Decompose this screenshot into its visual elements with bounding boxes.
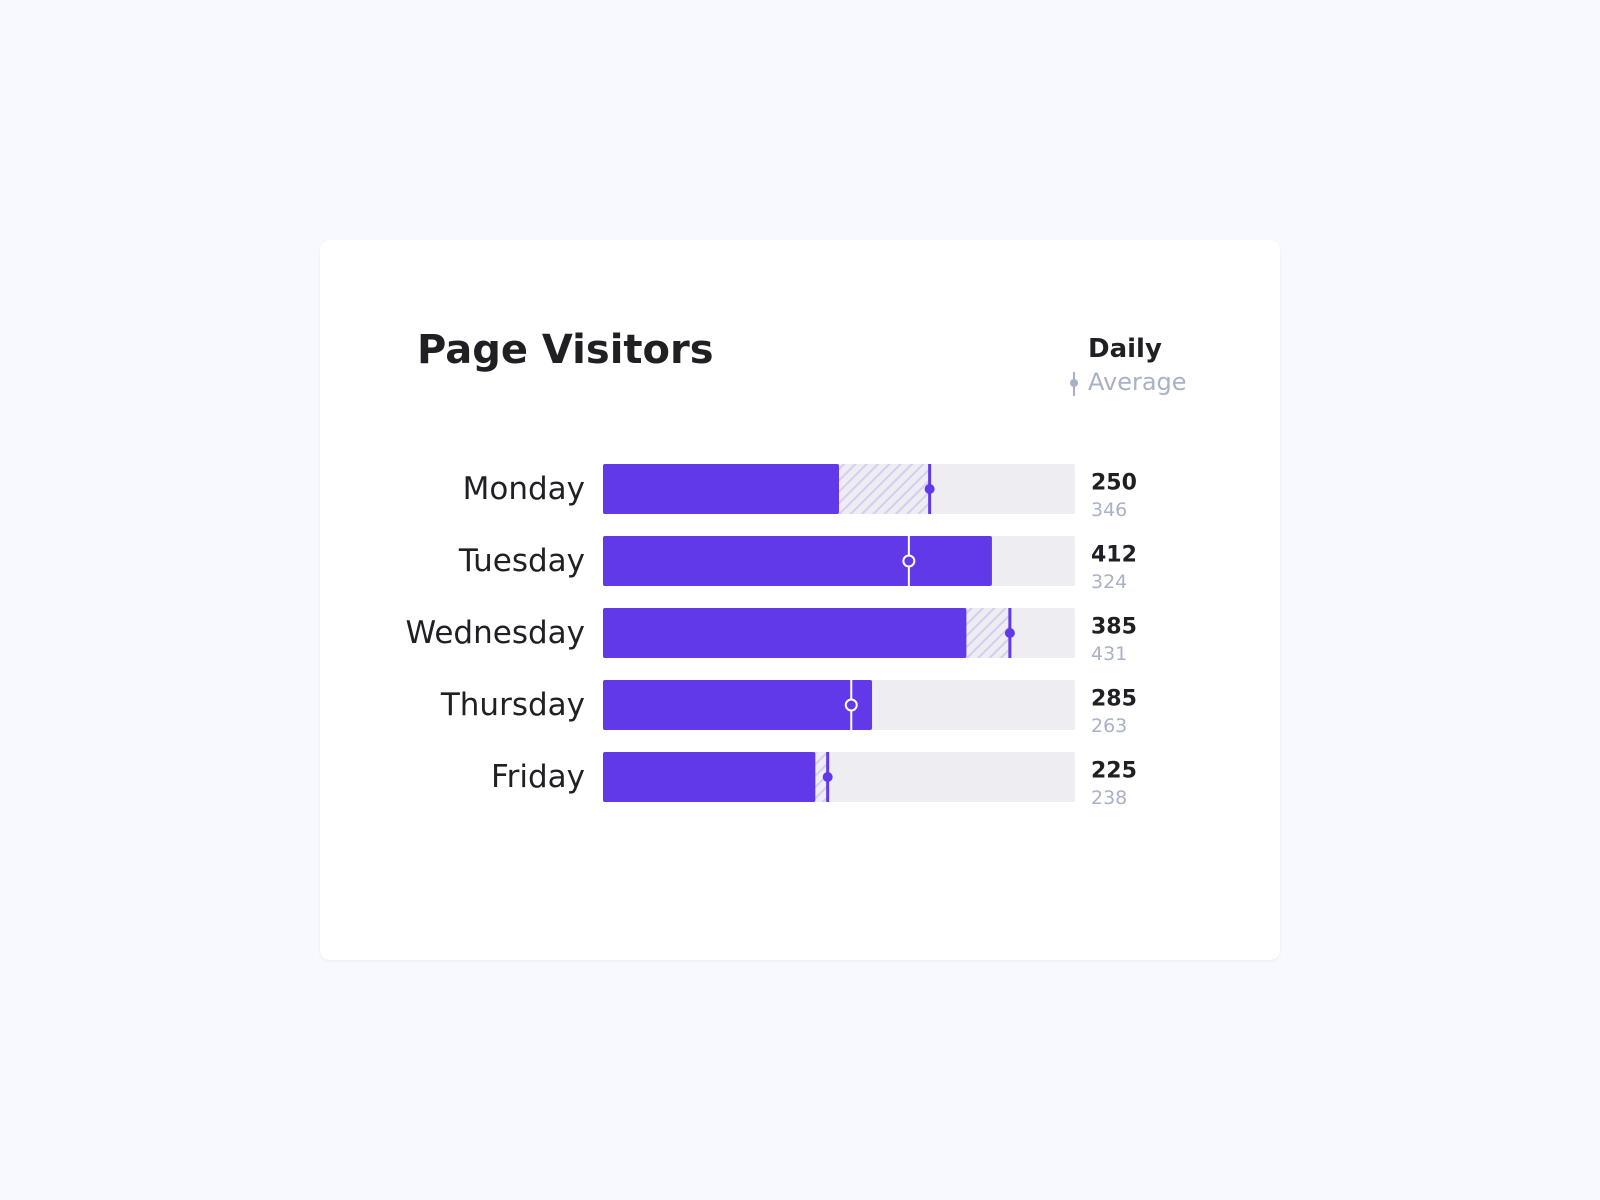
average-marker-icon [1070,372,1078,396]
daily-bar-friday [603,752,816,802]
average-value-wednesday: 431 [1091,643,1127,665]
average-gap-monday [839,464,930,514]
day-label-monday: Monday [463,471,585,507]
day-label-wednesday: Wednesday [406,615,585,651]
daily-value-wednesday: 385 [1091,615,1137,640]
chart-legend: Daily Average [1068,336,1248,416]
average-value-friday: 238 [1091,787,1127,809]
daily-value-friday: 225 [1091,759,1137,784]
daily-value-thursday: 285 [1091,687,1137,712]
average-value-tuesday: 324 [1091,571,1127,593]
average-gap-wednesday [966,608,1010,658]
day-label-thursday: Thursday [440,687,585,723]
day-label-tuesday: Tuesday [458,543,585,579]
average-marker-friday [822,772,833,782]
daily-bar-tuesday [603,536,992,586]
daily-bar-thursday [603,680,873,730]
daily-value-monday: 250 [1091,471,1137,496]
average-marker-wednesday [1004,628,1015,638]
average-value-monday: 346 [1091,499,1127,521]
average-value-thursday: 263 [1091,715,1127,737]
daily-bar-wednesday [603,608,967,658]
page-visitors-card: Page Visitors Daily Average Monday 250 346… [320,240,1280,960]
visitors-bar-chart: Monday 250 346 Tuesday 412 324 Wednesday 385 431… [406,464,1137,809]
average-marker-monday [924,484,935,494]
day-label-friday: Friday [491,759,585,795]
daily-value-tuesday: 412 [1091,543,1137,568]
average-gap-friday [815,752,828,802]
chart-title: Page Visitors [417,327,714,373]
legend-average-label: Average [1088,368,1187,396]
daily-bar-monday [603,464,839,514]
legend-daily-label: Daily [1088,334,1162,364]
average-marker-thursday [844,698,858,712]
average-marker-tuesday [902,554,916,568]
